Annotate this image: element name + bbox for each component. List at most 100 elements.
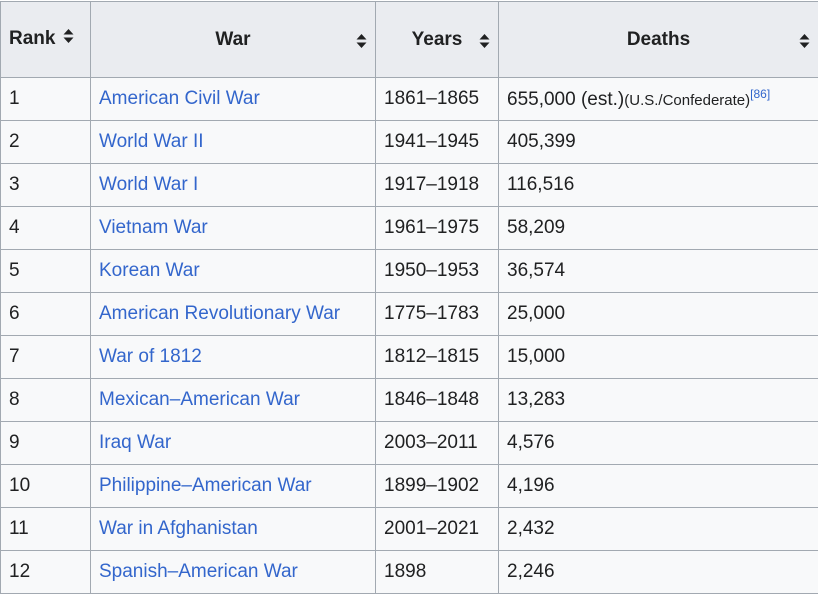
table-row: 11 War in Afghanistan 2001–2021 2,432 — [0, 507, 818, 551]
table-row: 9 Iraq War 2003–2011 4,576 — [0, 421, 818, 465]
war-link[interactable]: World War II — [99, 131, 204, 152]
war-link[interactable]: Philippine–American War — [99, 475, 312, 496]
sort-button[interactable] — [63, 28, 74, 50]
rank-cell: 11 — [0, 507, 91, 551]
deaths-cell: 36,574 — [498, 249, 818, 293]
deaths-value: 4,576 — [507, 432, 555, 453]
war-cell: Spanish–American War — [90, 550, 376, 594]
table-row: 6 American Revolutionary War 1775–1783 25,0… — [0, 292, 818, 336]
deaths-value: 116,516 — [507, 174, 575, 195]
sort-icon[interactable] — [356, 33, 367, 49]
years-cell: 1812–1815 — [375, 335, 499, 379]
header-label: Rank — [9, 28, 56, 50]
years-cell: 1775–1783 — [375, 292, 499, 336]
column-header[interactable]: Rank — [0, 1, 91, 78]
war-cell: American Civil War — [90, 77, 376, 121]
war-link[interactable]: War in Afghanistan — [99, 518, 258, 539]
deaths-cell: 4,196 — [498, 464, 818, 508]
war-cell: American Revolutionary War — [90, 292, 376, 336]
rank-cell: 10 — [0, 464, 91, 508]
war-cell: Korean War — [90, 249, 376, 293]
header-label: War — [215, 28, 251, 50]
rank-cell: 12 — [0, 550, 91, 594]
war-link[interactable]: American Civil War — [99, 88, 260, 109]
deaths-value: 15,000 — [507, 346, 566, 367]
sort-button[interactable] — [356, 33, 367, 55]
deaths-value: 25,000 — [507, 303, 566, 324]
years-cell: 1861–1865 — [375, 77, 499, 121]
war-link[interactable]: Spanish–American War — [99, 561, 298, 582]
column-header[interactable]: Years — [375, 1, 499, 78]
war-link[interactable]: Iraq War — [99, 432, 172, 453]
war-link[interactable]: Vietnam War — [99, 217, 208, 238]
deaths-cell: 116,516 — [498, 163, 818, 207]
war-cell: War in Afghanistan — [90, 507, 376, 551]
column-header[interactable]: War — [90, 1, 376, 78]
deaths-value: 58,209 — [507, 217, 566, 238]
deaths-cell: 2,432 — [498, 507, 818, 551]
deaths-cell: 405,399 — [498, 120, 818, 164]
war-cell: World War II — [90, 120, 376, 164]
war-cell: Iraq War — [90, 421, 376, 465]
table-row: 10 Philippine–American War 1899–1902 4,196 — [0, 464, 818, 508]
header-label: Deaths — [626, 28, 691, 50]
rank-cell: 6 — [0, 292, 91, 336]
deaths-value: 405,399 — [507, 131, 576, 152]
table-row: 1 American Civil War 1861–1865 655,000 (est… — [0, 77, 818, 121]
sort-button[interactable] — [799, 33, 810, 55]
deaths-cell: 13,283 — [498, 378, 818, 422]
years-cell: 1898 — [375, 550, 499, 594]
deaths-cell: 2,246 — [498, 550, 818, 594]
sort-icon[interactable] — [799, 33, 810, 49]
table-row: 12 Spanish–American War 1898 2,246 — [0, 550, 818, 594]
rank-cell: 2 — [0, 120, 91, 164]
war-link[interactable]: American Revolutionary War — [99, 303, 341, 324]
table-row: 5 Korean War 1950–1953 36,574 — [0, 249, 818, 293]
deaths-note: (U.S./Confederate) — [624, 92, 751, 109]
years-cell: 1950–1953 — [375, 249, 499, 293]
header-label: Years — [411, 28, 463, 50]
war-cell: Philippine–American War — [90, 464, 376, 508]
deaths-value: 2,246 — [507, 561, 555, 582]
deaths-cell: 4,576 — [498, 421, 818, 465]
header-row: Rank War Years Deaths — [0, 1, 818, 78]
table-row: 2 World War II 1941–1945 405,399 — [0, 120, 818, 164]
reference-link[interactable]: [86] — [750, 87, 771, 101]
rank-cell: 8 — [0, 378, 91, 422]
war-link[interactable]: World War I — [99, 174, 199, 195]
rank-cell: 4 — [0, 206, 91, 250]
deaths-value: 2,432 — [507, 518, 555, 539]
table-body: 1 American Civil War 1861–1865 655,000 (est… — [0, 77, 818, 594]
deaths-value: 13,283 — [507, 389, 566, 410]
rank-cell: 5 — [0, 249, 91, 293]
deaths-cell: 58,209 — [498, 206, 818, 250]
table-row: 8 Mexican–American War 1846–1848 13,283 — [0, 378, 818, 422]
war-cell: Vietnam War — [90, 206, 376, 250]
sort-button[interactable] — [479, 33, 490, 55]
rank-cell: 3 — [0, 163, 91, 207]
column-header[interactable]: Deaths — [498, 1, 818, 78]
years-cell: 2003–2011 — [375, 421, 499, 465]
years-cell: 1941–1945 — [375, 120, 499, 164]
years-cell: 1961–1975 — [375, 206, 499, 250]
years-cell: 1917–1918 — [375, 163, 499, 207]
sort-icon[interactable] — [63, 28, 74, 44]
deaths-value: 36,574 — [507, 260, 566, 281]
deaths-cell: 25,000 — [498, 292, 818, 336]
years-cell: 1846–1848 — [375, 378, 499, 422]
deaths-value: 4,196 — [507, 475, 555, 496]
years-cell: 1899–1902 — [375, 464, 499, 508]
deaths-cell: 15,000 — [498, 335, 818, 379]
rank-cell: 1 — [0, 77, 91, 121]
war-link[interactable]: Mexican–American War — [99, 389, 300, 410]
table-row: 4 Vietnam War 1961–1975 58,209 — [0, 206, 818, 250]
war-link[interactable]: War of 1812 — [99, 346, 202, 367]
war-link[interactable]: Korean War — [99, 260, 200, 281]
table-row: 3 World War I 1917–1918 116,516 — [0, 163, 818, 207]
years-cell: 2001–2021 — [375, 507, 499, 551]
table-row: 7 War of 1812 1812–1815 15,000 — [0, 335, 818, 379]
war-cell: War of 1812 — [90, 335, 376, 379]
sort-icon[interactable] — [479, 33, 490, 49]
